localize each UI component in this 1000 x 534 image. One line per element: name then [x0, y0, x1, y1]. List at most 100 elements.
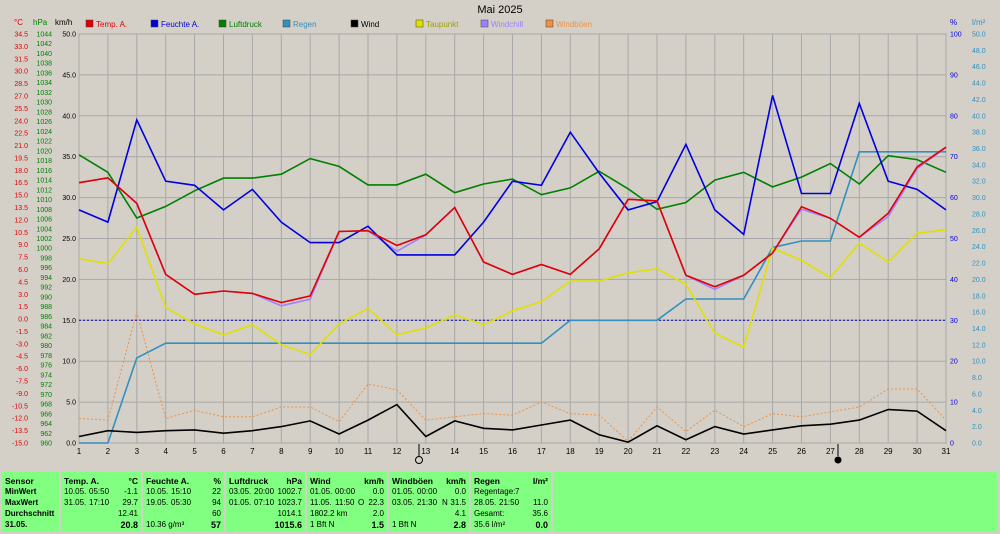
x-tick-label: 3 — [135, 447, 140, 456]
wind-tick-label: 40.0 — [62, 113, 76, 120]
rain-title: Regen — [474, 476, 500, 486]
rain-tick-label: 46.0 — [972, 64, 986, 71]
row-label-max: MaxWert — [5, 498, 39, 507]
temp-section: Temp. A. °C 10.05. 05:50 -1.1 31.05. 17:10 29… — [61, 472, 141, 532]
legend-swatch — [282, 19, 291, 28]
pressure-tick-label: 974 — [40, 372, 52, 379]
humidity-section: Feuchte A.% 10.05. 15:10 22 19.05. 05:30 94 … — [143, 472, 224, 532]
x-tick-label: 13 — [421, 447, 430, 456]
x-tick-label: 28 — [855, 447, 864, 456]
humidity-avg: 60 — [212, 509, 221, 518]
pressure-title: Luftdruck — [229, 476, 269, 486]
rain-total-label: Gesamt: — [474, 509, 505, 518]
humidity-max-value: 94 — [212, 498, 221, 507]
x-tick-label: 5 — [192, 447, 197, 456]
pressure-tick-label: 994 — [40, 275, 52, 282]
pressure-tick-label: 1006 — [36, 217, 52, 224]
legend-swatch — [480, 19, 489, 28]
x-tick-label: 27 — [826, 447, 835, 456]
series-line-wind — [78, 403, 947, 444]
legend-label: Feuchte A. — [161, 20, 199, 29]
x-tick-label: 7 — [250, 447, 255, 456]
pressure-tick-label: 1036 — [36, 70, 52, 77]
pressure-tick-label: 968 — [40, 402, 52, 409]
row-label-today: 31.05. — [5, 520, 28, 529]
temp-tick-label: 4.5 — [18, 279, 28, 286]
temp-tick-label: 7.5 — [18, 255, 28, 262]
temp-tick-label: 13.5 — [14, 205, 28, 212]
temp-tick-label: -15.0 — [12, 441, 28, 448]
plot-grid — [78, 33, 947, 444]
pressure-tick-label: 980 — [40, 343, 52, 350]
pressure-tick-label: 1020 — [36, 148, 52, 155]
humidity-tick-label: 100 — [950, 32, 962, 39]
pressure-tick-label: 988 — [40, 304, 52, 311]
temp-tick-label: 1.5 — [18, 304, 28, 311]
temp-tick-label: 6.0 — [18, 267, 28, 274]
series-line-temp-a — [78, 146, 947, 304]
temp-tick-label: -12.0 — [12, 416, 28, 423]
pressure-tick-label: 976 — [40, 363, 52, 370]
pressure-tick-label: 1022 — [36, 139, 52, 146]
wind-max-time: 11:50 — [335, 498, 355, 507]
wind-tick-label: 25.0 — [62, 236, 76, 243]
rain-tick-label: 30.0 — [972, 195, 986, 202]
rain-tick-label: 32.0 — [972, 179, 986, 186]
gust-today-dir: 1 Bft N — [392, 520, 417, 529]
temp-min-time: 05:50 — [89, 487, 110, 496]
temp-min-date: 10.05. — [64, 487, 87, 496]
rain-tick-label: 40.0 — [972, 113, 986, 120]
temp-tick-label: 19.5 — [14, 155, 28, 162]
pressure-tick-label: 1018 — [36, 158, 52, 165]
temp-min-value: -1.1 — [124, 487, 138, 496]
rain-tick-label: 20.0 — [972, 277, 986, 284]
sensor-section: Sensor MinWert MaxWert Durchschnitt 31.0… — [2, 472, 59, 532]
pressure-tick-label: 1002 — [36, 236, 52, 243]
pressure-max-date: 01.05. — [229, 498, 252, 507]
temp-tick-label: 27.0 — [14, 93, 28, 100]
row-label-avg: Durchschnitt — [5, 509, 55, 518]
pressure-tick-label: 1032 — [36, 90, 52, 97]
humidity-min-value: 22 — [212, 487, 221, 496]
wind-today-dir: 1 Bft N — [310, 520, 335, 529]
pressure-tick-label: 1004 — [36, 226, 52, 233]
temp-tick-label: 16.5 — [14, 180, 28, 187]
rain-tick-label: 16.0 — [972, 310, 986, 317]
pressure-tick-label: 972 — [40, 382, 52, 389]
pressure-tick-label: 1000 — [36, 246, 52, 253]
x-tick-label: 26 — [797, 447, 806, 456]
wind-avg: 2.0 — [372, 509, 384, 518]
humidity-unit: % — [213, 476, 221, 486]
rain-tick-label: 28.0 — [972, 211, 986, 218]
pressure-tick-label: 970 — [40, 392, 52, 399]
pressure-tick-label: 978 — [40, 353, 52, 360]
humidity-title: Feuchte A. — [146, 476, 190, 486]
x-tick-label: 15 — [479, 447, 488, 456]
temp-tick-label: 24.0 — [14, 118, 28, 125]
humidity-max-time: 05:30 — [171, 498, 192, 507]
rain-tick-label: 2.0 — [972, 424, 982, 431]
wind-tick-label: 0.0 — [66, 441, 76, 448]
pressure-tick-label: 960 — [40, 441, 52, 448]
rain-tick-label: 10.0 — [972, 359, 986, 366]
pressure-tick-label: 1042 — [36, 41, 52, 48]
pressure-tick-label: 1034 — [36, 80, 52, 87]
rain-tick-label: 44.0 — [972, 81, 986, 88]
temp-tick-label: -6.0 — [16, 366, 28, 373]
temp-tick-label: 18.0 — [14, 168, 28, 175]
legend-swatch — [218, 19, 227, 28]
rain-tick-label: 34.0 — [972, 162, 986, 169]
wind-max-date: 11.05. — [310, 498, 332, 507]
humidity-tick-label: 40 — [950, 277, 958, 284]
statistics-panel: Sensor MinWert MaxWert Durchschnitt 31.0… — [0, 470, 1000, 534]
weather-chart: 34.533.031.530.028.527.025.524.022.521.0… — [12, 4, 986, 464]
rain-section: Regen l/m² Regentage: 7 28.05. 21:50 11.0 Ge… — [471, 472, 551, 532]
series-line-regen — [79, 151, 946, 444]
legend-swatch — [545, 19, 554, 28]
legend-swatch — [150, 19, 159, 28]
pressure-min-value: 1002.7 — [277, 487, 302, 496]
temp-unit: °C — [128, 476, 138, 486]
pressure-tick-label: 1014 — [36, 178, 52, 185]
rain-tick-label: 38.0 — [972, 130, 986, 137]
wind-max-dir: O — [358, 498, 365, 507]
